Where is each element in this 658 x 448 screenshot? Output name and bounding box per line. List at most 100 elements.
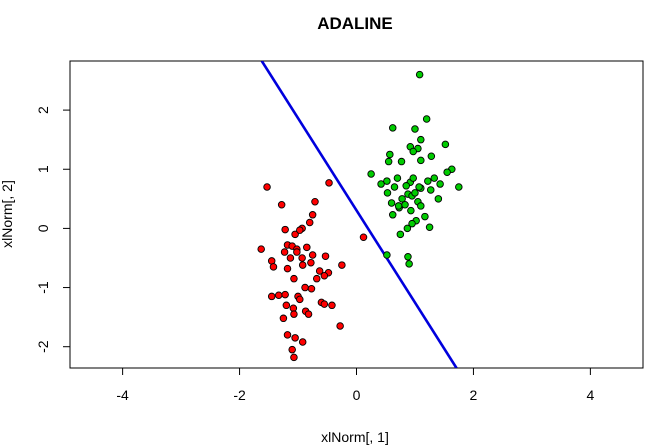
data-point [398, 195, 406, 203]
data-point [328, 301, 336, 310]
data-point [397, 157, 406, 166]
decision-boundary-line [260, 61, 458, 368]
data-point [455, 183, 463, 191]
data-point [283, 331, 292, 339]
data-point [394, 202, 403, 210]
x-tick-label: 2 [470, 387, 478, 403]
data-point [411, 189, 419, 197]
data-point [417, 156, 425, 165]
data-point [338, 261, 346, 269]
data-point [377, 180, 385, 188]
data-point [407, 206, 415, 215]
data-point [367, 170, 375, 178]
y-tick-label: 2 [35, 106, 51, 114]
data-point [257, 245, 265, 253]
y-tick-label: -1 [35, 281, 51, 294]
data-point [441, 140, 450, 149]
data-point [303, 243, 311, 252]
data-point [415, 70, 424, 79]
data-point [281, 225, 289, 234]
data-point [298, 261, 307, 269]
data-point [280, 248, 289, 256]
plot-area [257, 61, 463, 368]
data-point [427, 152, 436, 160]
data-point [415, 183, 423, 191]
data-point [304, 310, 313, 318]
data-point [277, 200, 286, 209]
data-point [359, 233, 368, 242]
x-tick-label: -2 [233, 387, 246, 403]
data-point [434, 195, 443, 203]
data-point [290, 274, 298, 283]
data-point [291, 334, 299, 342]
y-tick-label: 0 [35, 224, 51, 232]
x-axis: -4 -2 0 2 4 [116, 368, 594, 403]
series-2 [367, 70, 463, 268]
data-point [383, 251, 391, 259]
data-point [403, 224, 412, 233]
data-point [436, 180, 444, 188]
data-point [384, 157, 393, 166]
data-point [430, 174, 439, 182]
data-point [308, 251, 317, 259]
data-point [288, 345, 296, 354]
data-point [417, 135, 425, 144]
data-point [402, 182, 410, 190]
data-point [427, 186, 435, 194]
x-tick-label: -4 [116, 387, 129, 403]
data-point [443, 168, 451, 176]
data-point [298, 254, 306, 262]
data-point [409, 174, 417, 182]
data-point [405, 260, 413, 268]
data-point [307, 284, 316, 293]
data-point [390, 183, 399, 191]
series-1 [257, 179, 368, 362]
x-tick-label: 0 [353, 387, 361, 403]
data-point [312, 274, 321, 283]
y-axis-label: xlNorm[, 2] [0, 180, 15, 248]
data-point [269, 263, 278, 271]
data-point [383, 189, 392, 197]
data-point [421, 212, 429, 221]
data-point [305, 218, 314, 227]
data-point [315, 267, 324, 275]
y-tick-label: -2 [35, 340, 51, 353]
data-point [290, 310, 298, 318]
data-point [320, 300, 329, 308]
data-point [321, 252, 330, 260]
data-point [279, 314, 288, 323]
data-point [396, 230, 405, 239]
data-point [383, 177, 391, 185]
chart-title: ADALINE [317, 14, 393, 33]
data-point [274, 291, 283, 299]
data-point [320, 271, 329, 280]
data-point [267, 292, 276, 301]
data-point [417, 202, 425, 210]
plot-frame [69, 60, 644, 369]
data-point [308, 211, 317, 219]
x-tick-label: 4 [586, 387, 594, 403]
data-point [387, 199, 396, 207]
data-point [311, 198, 319, 206]
data-point [291, 230, 299, 239]
data-point [290, 353, 298, 362]
data-point [296, 226, 304, 234]
data-point [298, 338, 307, 346]
data-point [425, 223, 434, 231]
data-point [389, 211, 397, 219]
data-point [424, 177, 432, 185]
y-axis: -2 -1 0 1 2 [35, 106, 70, 353]
data-point [293, 248, 301, 256]
data-point [411, 125, 419, 133]
data-point [301, 283, 309, 292]
data-point [325, 179, 333, 187]
data-point [409, 147, 417, 156]
data-point [263, 183, 271, 191]
x-axis-label: xlNorm[, 1] [321, 429, 389, 445]
data-point [404, 253, 412, 261]
data-point [281, 290, 289, 299]
y-tick-label: 1 [35, 165, 51, 173]
data-point [336, 322, 344, 330]
data-point [408, 219, 416, 228]
